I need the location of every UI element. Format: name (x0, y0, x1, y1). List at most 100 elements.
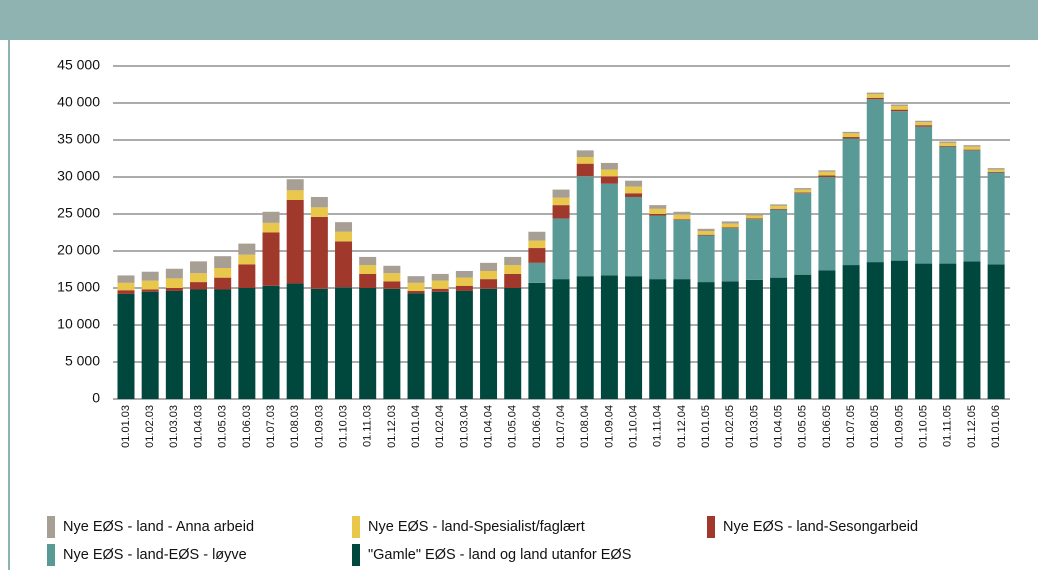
bar-segment (576, 157, 594, 164)
bar-segment (238, 243, 256, 255)
x-tick-label: 01.10.04 (627, 405, 639, 448)
bar-segment (673, 219, 691, 220)
bar-segment (625, 193, 643, 197)
bar-segment (649, 215, 667, 280)
bar-segment (745, 214, 763, 216)
bar-segment (794, 193, 812, 275)
bar-segment (383, 265, 401, 274)
bar-segment (262, 232, 280, 286)
bar-segment (552, 189, 570, 198)
bar-segment (431, 273, 449, 281)
x-tick-label: 01.03.04 (458, 405, 470, 448)
bar-segment (818, 177, 836, 271)
x-tick-label: 01.07.05 (845, 405, 857, 448)
bar-segment (770, 205, 788, 209)
bar-segment (697, 231, 715, 235)
y-tick-label: 40 000 (57, 94, 100, 110)
bar-segment (721, 223, 739, 228)
bar-segment (262, 211, 280, 223)
bar-segment (600, 176, 618, 184)
legend-swatch (352, 544, 360, 566)
bar-segment (625, 196, 643, 277)
bar-segment (407, 276, 425, 283)
x-tick-label: 01.01.03 (120, 405, 132, 448)
x-tick-label: 01.08.03 (289, 405, 301, 448)
bar-segment (190, 289, 208, 399)
bar-segment (383, 281, 401, 289)
bar-segment (117, 290, 135, 294)
bar-segment (745, 219, 763, 280)
bar-segment (649, 208, 667, 214)
bar-segment (238, 254, 256, 265)
bar-segment (890, 104, 908, 106)
bar-segment (552, 197, 570, 206)
legend-swatch (47, 516, 55, 538)
bar-segment (238, 288, 256, 399)
bar-segment (697, 235, 715, 283)
bar-segment (117, 282, 135, 291)
bar-segment (359, 273, 377, 288)
bar-segment (431, 291, 449, 399)
bar-segment (915, 263, 933, 399)
legend-swatch (47, 544, 55, 566)
bar-segment (721, 227, 739, 229)
bar-segment (939, 141, 957, 143)
bar-segment (576, 276, 594, 399)
bar-segment (963, 145, 981, 147)
y-tick-label: 35 000 (57, 131, 100, 147)
bar-segment (770, 208, 788, 210)
x-tick-label: 01.10.05 (918, 405, 930, 448)
x-tick-label: 01.05.04 (507, 405, 519, 448)
x-tick-label: 01.04.04 (482, 405, 494, 448)
bar-segment (842, 137, 860, 139)
bar-segment (842, 131, 860, 134)
x-tick-label: 01.04.03 (192, 405, 204, 448)
bar-segment (528, 262, 546, 283)
x-tick-label: 01.07.04 (555, 405, 567, 448)
bar-segment (890, 111, 908, 261)
x-tick-label: 01.12.05 (966, 405, 978, 448)
bar-segment (915, 122, 933, 126)
bar-segment (504, 273, 522, 288)
bar-segment (165, 278, 183, 288)
bar-segment (576, 176, 594, 277)
x-tick-label: 01.05.03 (217, 405, 229, 448)
bar-segment (721, 281, 739, 399)
bar-segment (480, 288, 498, 399)
y-tick-label: 10 000 (57, 316, 100, 332)
bar-segment (455, 285, 473, 291)
x-tick-label: 01.04.05 (772, 405, 784, 448)
bar-segment (963, 150, 981, 262)
bar-segment (504, 288, 522, 399)
bar-segment (141, 289, 159, 292)
bar-segment (480, 270, 498, 280)
bar-segment (600, 162, 618, 170)
legend-swatch (707, 516, 715, 538)
bar-segment (625, 276, 643, 399)
bar-segment (770, 209, 788, 278)
x-tick-label: 01.09.03 (313, 405, 325, 448)
x-tick-label: 01.08.05 (869, 405, 881, 448)
bar-segment (697, 228, 715, 232)
bar-segment (528, 240, 546, 249)
bar-segment (818, 171, 836, 176)
bar-segment (455, 290, 473, 399)
x-tick-label: 01.06.04 (531, 405, 543, 448)
bar-segment (455, 270, 473, 278)
x-tick-label: 01.06.03 (241, 405, 253, 448)
bar-segment (963, 261, 981, 399)
bar-segment (310, 216, 328, 289)
bar-segment (576, 163, 594, 177)
bar-segment (818, 175, 836, 177)
bar-segment (214, 256, 232, 269)
bar-segment (915, 126, 933, 264)
y-tick-label: 45 000 (57, 57, 100, 73)
bar-segment (890, 260, 908, 399)
legend-label: "Gamle" EØS - land og land utanfor EØS (368, 547, 631, 563)
bar-segment (600, 183, 618, 276)
bar-segment (286, 179, 304, 191)
x-tick-label: 01.08.04 (579, 405, 591, 448)
bar-segment (359, 265, 377, 274)
bar-segment (842, 133, 860, 138)
